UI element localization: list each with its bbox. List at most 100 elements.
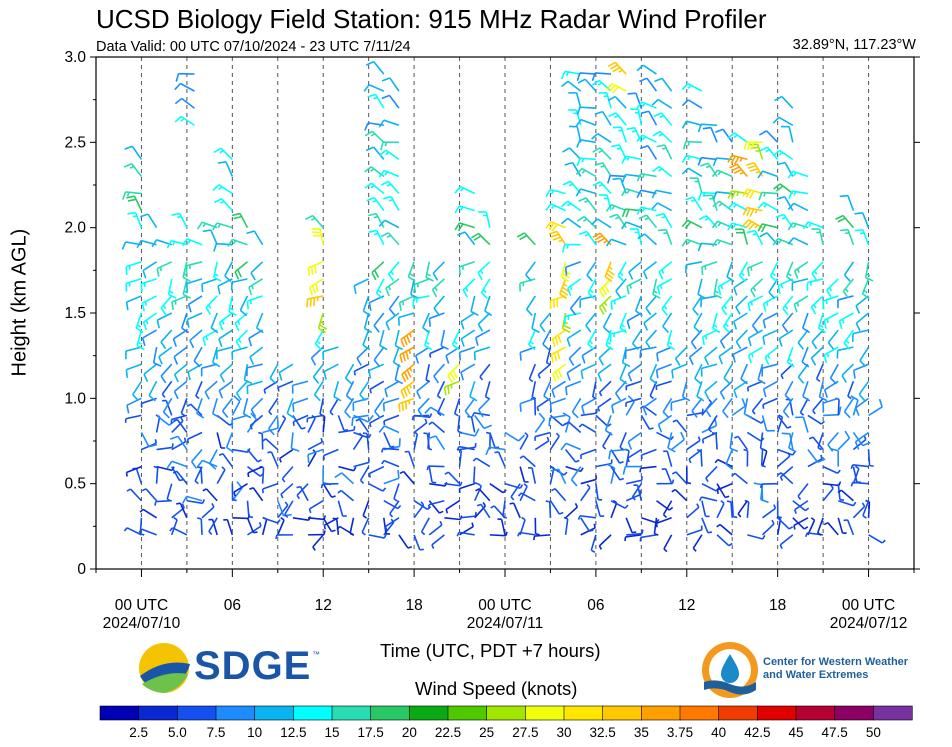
wind-barb — [322, 517, 336, 533]
barb-half-feather — [373, 215, 379, 219]
barb-shaft — [750, 278, 764, 291]
barb-shaft — [610, 238, 627, 246]
barb-full-feather — [772, 149, 781, 157]
barb-full-feather — [762, 320, 767, 329]
wind-barb — [545, 188, 566, 198]
wind-barb — [625, 395, 635, 416]
barb-shaft — [827, 329, 839, 344]
barb-shaft — [166, 483, 173, 500]
barb-half-feather — [726, 500, 732, 503]
barb-shaft — [792, 500, 806, 512]
wind-barb — [413, 418, 428, 434]
barb-full-feather — [837, 217, 846, 223]
barb-shaft — [141, 295, 157, 304]
barb-shaft — [413, 433, 419, 450]
barb-shaft — [333, 381, 340, 397]
barb-full-feather — [136, 240, 142, 249]
barb-shaft — [430, 406, 445, 417]
barb-shaft — [598, 79, 612, 92]
wind-barb — [368, 482, 387, 492]
barb-shaft — [131, 163, 143, 177]
wind-barb — [777, 448, 796, 456]
barb-full-feather — [187, 371, 191, 381]
barb-shaft — [299, 486, 309, 502]
barb-shaft — [580, 487, 591, 502]
barb-full-feather — [717, 286, 722, 295]
barb-shaft — [598, 346, 612, 359]
barb-shaft — [427, 432, 431, 449]
barb-shaft — [868, 534, 883, 544]
barb-full-feather — [187, 304, 192, 313]
wind-barb — [539, 312, 552, 333]
x-axis-label: Time (UTC, PDT +7 hours) — [380, 640, 601, 661]
barb-half-feather — [381, 460, 385, 465]
barb-half-feather — [659, 284, 663, 290]
barb-full-feather — [549, 300, 552, 310]
wind-barb — [727, 154, 748, 165]
wind-barb — [681, 154, 703, 163]
barb-full-feather — [730, 155, 736, 164]
barb-half-feather — [411, 415, 415, 421]
wind-barb — [278, 363, 294, 381]
wind-barb — [208, 449, 218, 470]
barb-shaft — [145, 488, 158, 502]
wind-barb — [217, 160, 234, 177]
barb-shaft — [171, 507, 185, 519]
barb-full-feather — [440, 345, 449, 351]
barb-shaft — [581, 397, 597, 407]
barb-half-feather — [626, 189, 631, 194]
wind-barb — [729, 432, 739, 453]
wind-barb — [561, 243, 581, 253]
barb-full-feather — [777, 285, 781, 294]
barb-shaft — [388, 295, 400, 310]
barb-full-feather — [477, 409, 484, 418]
wind-barb — [142, 312, 158, 331]
wind-barb — [186, 312, 203, 328]
barb-full-feather — [578, 230, 588, 236]
barb-full-feather — [705, 409, 712, 418]
barb-half-feather — [532, 535, 536, 541]
barb-shaft — [621, 346, 627, 363]
wind-barb — [416, 380, 430, 400]
barb-shaft — [801, 346, 809, 363]
wind-barb — [611, 144, 627, 160]
barb-shaft — [224, 261, 234, 277]
barb-shaft — [475, 457, 491, 468]
barb-shaft — [579, 106, 596, 109]
wind-barb — [392, 346, 401, 368]
barb-shaft — [579, 72, 596, 75]
barb-shaft — [823, 346, 839, 356]
wind-barb — [757, 363, 766, 385]
sdge-sun-icon — [139, 643, 190, 693]
barb-full-feather — [576, 72, 581, 82]
barb-shaft — [587, 329, 597, 345]
wind-barb — [261, 516, 268, 536]
colorbar-tick-label: 45 — [788, 725, 803, 740]
barb-full-feather — [403, 388, 408, 397]
barb-shaft — [711, 195, 718, 211]
barb-full-feather — [757, 378, 766, 385]
barb-full-feather — [368, 370, 372, 379]
wind-barb — [797, 329, 809, 350]
barb-full-feather — [235, 392, 242, 401]
barb-half-feather — [385, 151, 390, 156]
barb-full-feather — [746, 229, 756, 234]
barb-full-feather — [368, 302, 372, 311]
barb-half-feather — [444, 471, 449, 475]
barb-shaft — [671, 363, 688, 371]
barb-half-feather — [139, 508, 144, 513]
barb-shaft — [489, 534, 506, 537]
wind-barb — [383, 414, 400, 426]
wind-barb — [624, 534, 642, 542]
barb-full-feather — [776, 196, 785, 200]
barb-shaft — [368, 84, 385, 92]
wind-barb — [180, 398, 188, 417]
barb-full-feather — [587, 343, 595, 351]
barb-shaft — [619, 363, 627, 380]
barb-shaft — [191, 449, 203, 463]
barb-half-feather — [211, 503, 215, 508]
barb-half-feather — [479, 269, 484, 275]
wind-barb — [818, 381, 828, 402]
wind-barb — [852, 502, 866, 519]
wind-barb — [749, 143, 764, 160]
